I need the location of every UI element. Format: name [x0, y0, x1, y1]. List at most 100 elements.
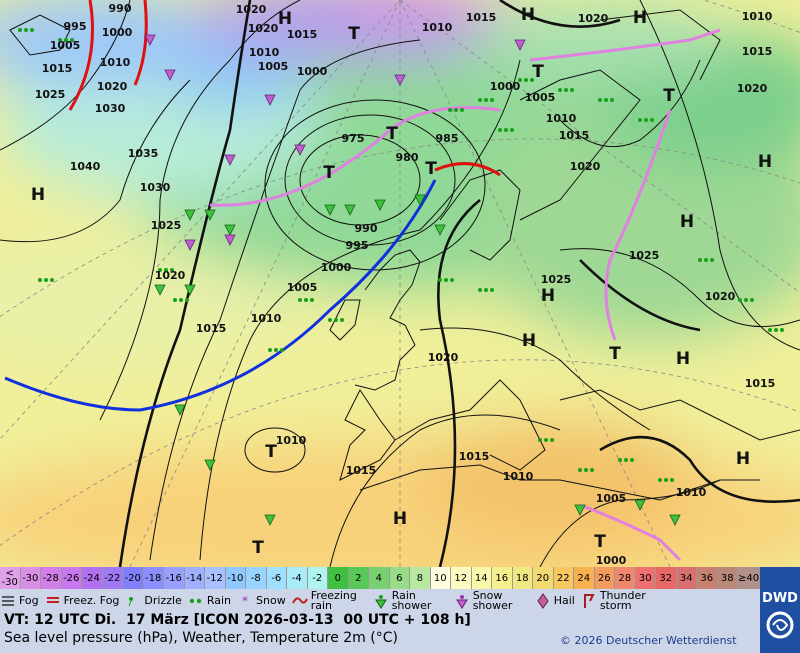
- rain-dot: [498, 128, 502, 132]
- rain-dot: [670, 478, 674, 482]
- pressure-label: 1000: [297, 65, 328, 78]
- scale-cell: 8: [410, 567, 431, 589]
- pressure-label: 1010: [676, 486, 707, 499]
- pressure-center: H: [633, 8, 647, 28]
- rain-dot: [444, 278, 448, 282]
- pressure-label: 1015: [287, 28, 318, 41]
- logo-text: DWD: [762, 591, 798, 606]
- rain-shower: [414, 194, 426, 206]
- rain-dot: [564, 88, 568, 92]
- svg-text:*: *: [242, 594, 248, 608]
- rain-dot: [530, 78, 534, 82]
- rain-dot: [698, 258, 702, 262]
- snow-shower: [394, 74, 406, 86]
- scale-cell: -28: [41, 567, 62, 589]
- scale-cell: -8: [246, 567, 267, 589]
- scale-cell: -26: [61, 567, 82, 589]
- rain-dot: [584, 468, 588, 472]
- pressure-label: 1020: [737, 82, 768, 95]
- pressure-label: 1010: [422, 21, 453, 34]
- rain-shower: [224, 224, 236, 236]
- rain-dot: [268, 348, 272, 352]
- legend-icon: [2, 596, 14, 606]
- rain-dot: [744, 298, 748, 302]
- legend-item: Fog: [0, 593, 45, 609]
- pressure-center: T: [252, 538, 264, 558]
- temperature-scale: < -30 -30 -28 -26 -24 -22 -20 -18 -16 -14 -12 -10 -8…: [0, 567, 761, 589]
- pressure-center: H: [676, 349, 690, 369]
- pressure-label: 1010: [100, 56, 131, 69]
- pressure-center: H: [541, 286, 555, 306]
- rain-dot: [310, 298, 314, 302]
- pressure-center: T: [594, 532, 606, 552]
- pressure-label: 1010: [249, 46, 280, 59]
- snow-shower: [294, 144, 306, 156]
- rain-dot: [624, 458, 628, 462]
- rain-dot: [24, 28, 28, 32]
- rain-dot: [298, 298, 302, 302]
- pressure-label: 1020: [705, 290, 736, 303]
- rain-dot: [650, 118, 654, 122]
- rain-dot: [44, 278, 48, 282]
- pressure-label: 1015: [745, 377, 776, 390]
- pressure-label: 1010: [251, 312, 282, 325]
- pressure-label: 990: [355, 222, 378, 235]
- scale-cell: 28: [615, 567, 636, 589]
- scale-cell: 0: [328, 567, 349, 589]
- rain-dot: [658, 478, 662, 482]
- rain-dot: [454, 108, 458, 112]
- pressure-label: 1025: [541, 273, 572, 286]
- pressure-label: 1015: [559, 129, 590, 142]
- pressure-label: 1025: [629, 249, 660, 262]
- rain-shower: [324, 204, 336, 216]
- scale-cell: 14: [471, 567, 492, 589]
- scale-cell: 2: [348, 567, 369, 589]
- rain-dot: [544, 438, 548, 442]
- snow-shower: [514, 39, 526, 51]
- scale-cell: 24: [574, 567, 595, 589]
- pressure-center: T: [265, 442, 277, 462]
- rain-dot: [490, 288, 494, 292]
- pressure-label: 985: [436, 132, 459, 145]
- rain-dot: [558, 88, 562, 92]
- rain-dot: [50, 278, 54, 282]
- pressure-label: 990: [109, 2, 132, 15]
- logo: DWD: [760, 567, 800, 653]
- legend-icon: [291, 597, 308, 604]
- scale-cell: -12: [205, 567, 226, 589]
- pressure-center: H: [522, 331, 536, 351]
- pressure-center: T: [348, 24, 360, 44]
- rain-dot: [274, 348, 278, 352]
- scale-cell: -20: [123, 567, 144, 589]
- rain-dot: [478, 288, 482, 292]
- pressure-center: H: [521, 5, 535, 25]
- rain-shower: [344, 204, 356, 216]
- legend-icon: [537, 593, 549, 609]
- scale-cell: 30: [635, 567, 656, 589]
- pressure-label: 1000: [596, 554, 627, 567]
- scale-cell: 12: [451, 567, 472, 589]
- pressure-label: 1010: [276, 434, 307, 447]
- pressure-label: 1005: [525, 91, 556, 104]
- rain-shower: [204, 209, 216, 221]
- rain-dot: [504, 128, 508, 132]
- rain-shower: [669, 514, 681, 526]
- pressure-label: 1030: [140, 181, 171, 194]
- rain-dot: [704, 258, 708, 262]
- snow-shower: [144, 34, 156, 46]
- pressure-label: 1015: [196, 322, 227, 335]
- scale-cell: 22: [553, 567, 574, 589]
- scale-cell: 6: [389, 567, 410, 589]
- map: 990 1000 995 1005 1015 1010 1025 1020 1030 1035 10…: [0, 0, 800, 567]
- scale-cell: 10: [430, 567, 451, 589]
- pressure-center: H: [680, 212, 694, 232]
- pressure-label: 1000: [490, 80, 521, 93]
- rain-dot: [710, 258, 714, 262]
- scale-cell: 4: [369, 567, 390, 589]
- weather-legend: Fog Freez. Fog Drizzle Rain * Snow Freezing ra…: [0, 590, 760, 612]
- legend-label: Snow shower: [472, 589, 513, 612]
- scale-cell: 38: [717, 567, 738, 589]
- scale-cell: 20: [533, 567, 554, 589]
- pressure-center: H: [758, 152, 772, 172]
- rain-dot: [38, 278, 42, 282]
